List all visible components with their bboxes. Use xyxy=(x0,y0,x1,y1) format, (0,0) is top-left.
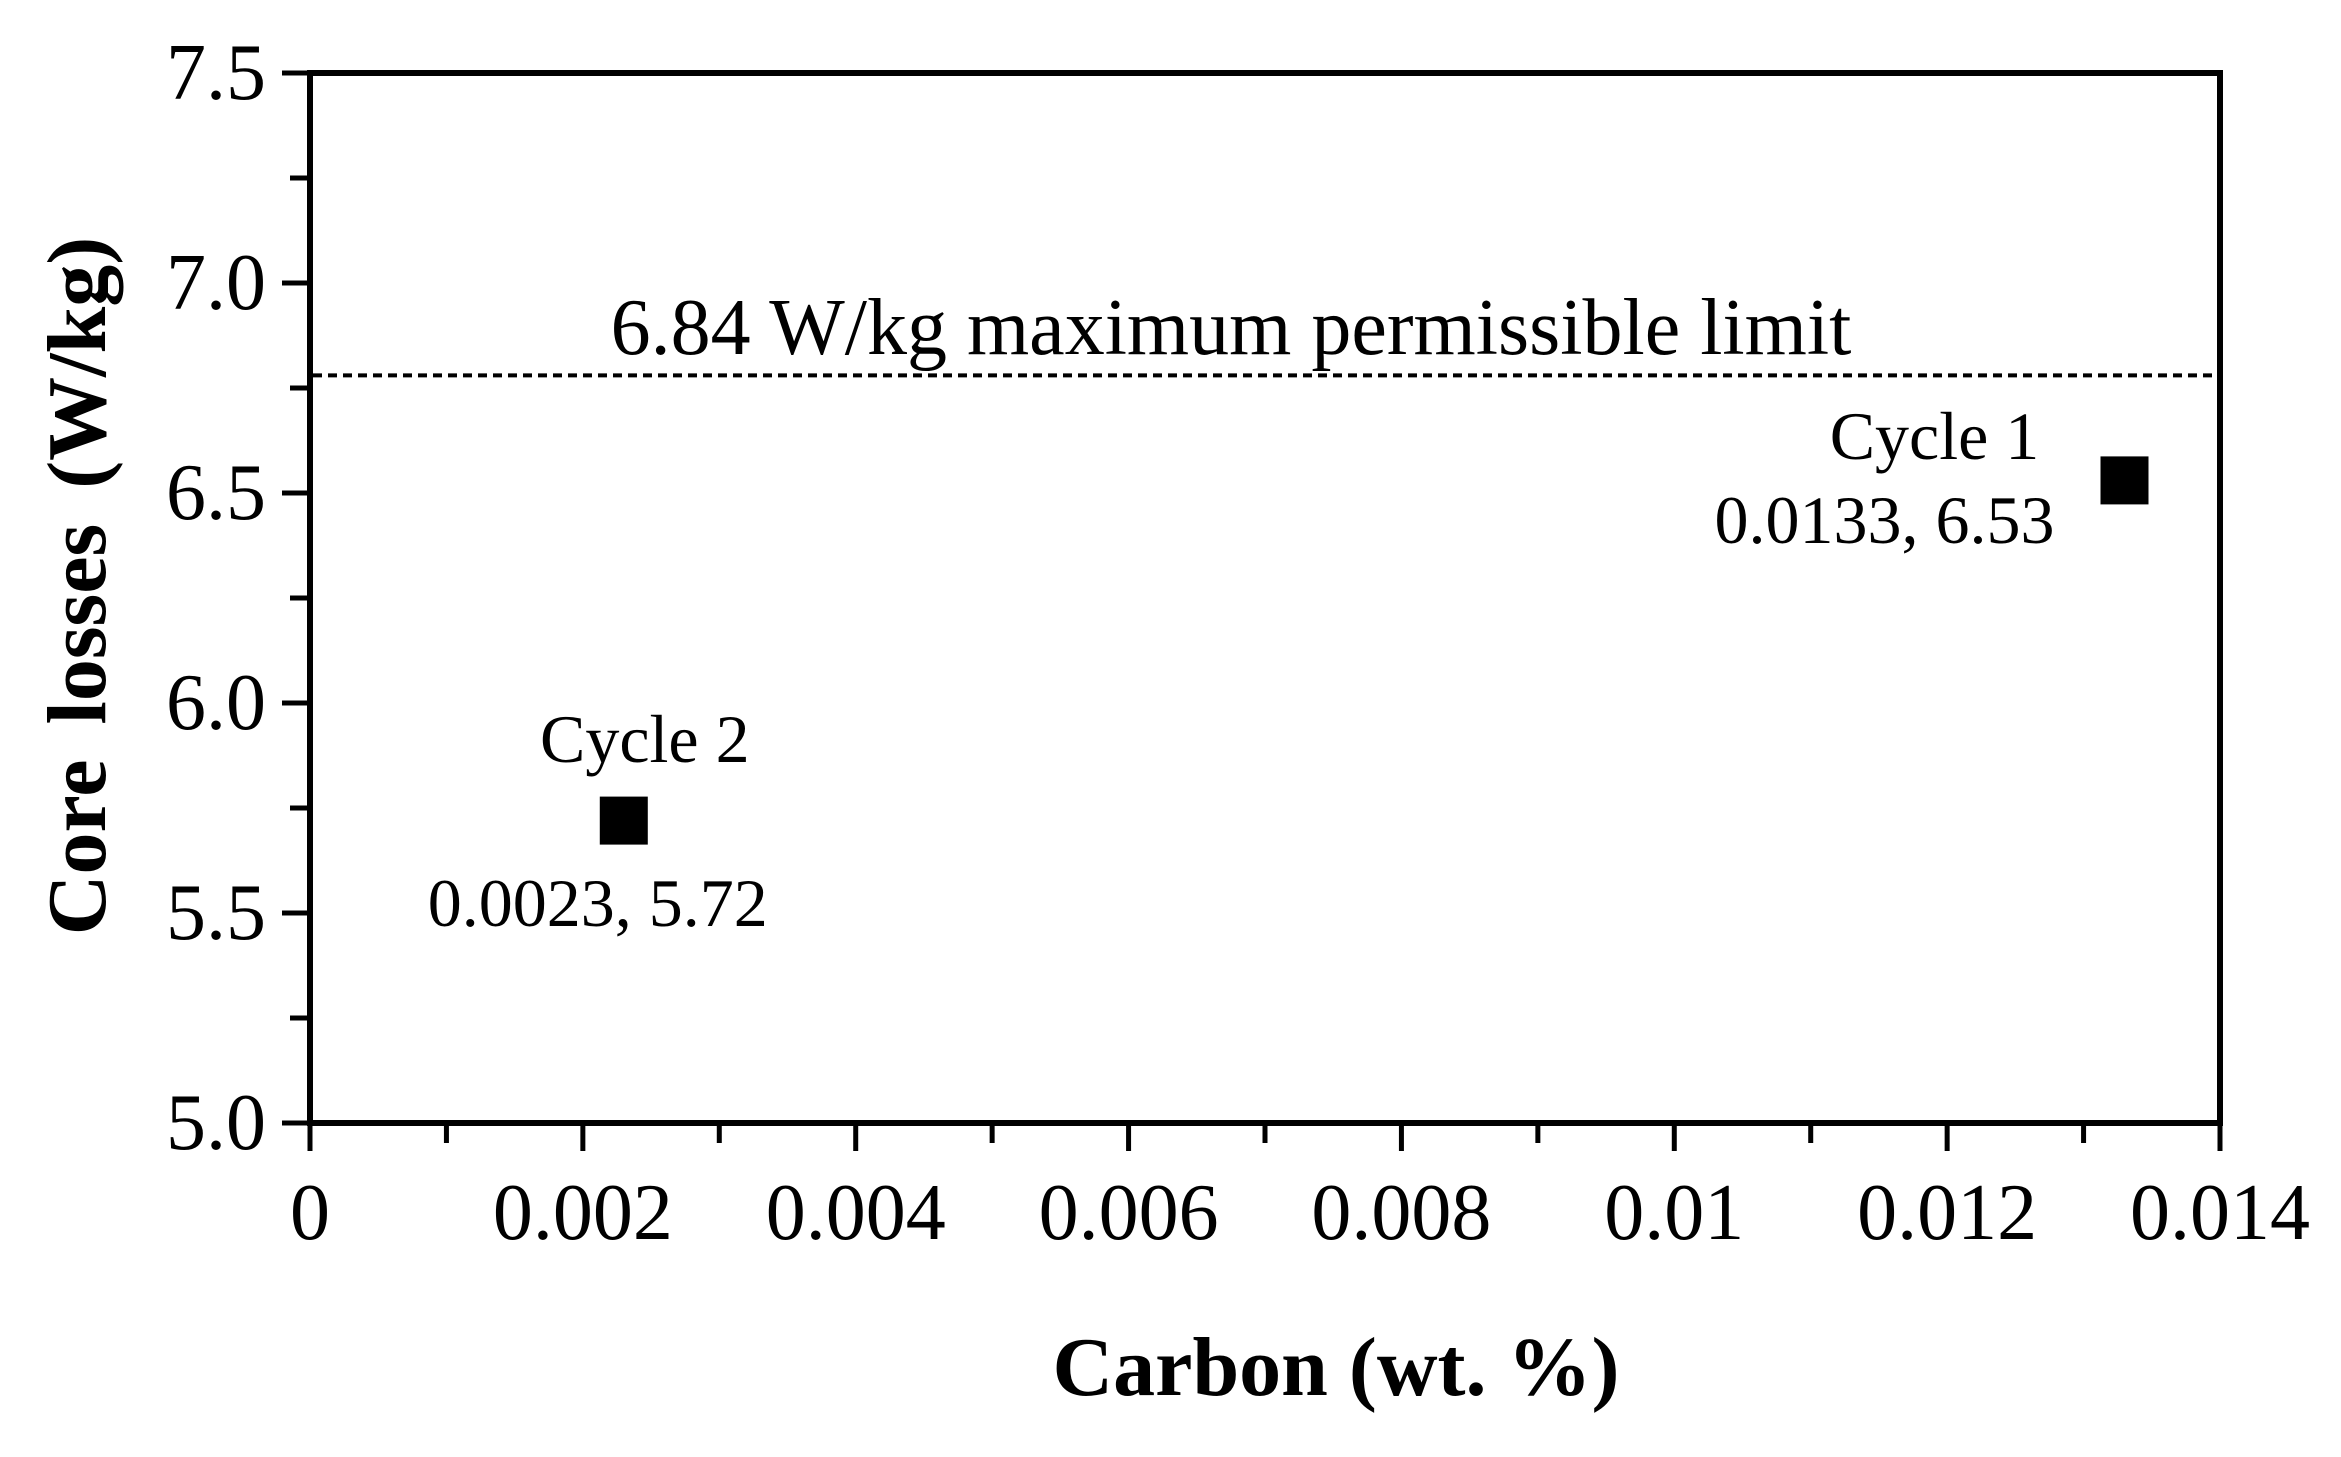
plot-border xyxy=(307,70,2223,1126)
point-name-label: Cycle 1 xyxy=(1829,398,2040,475)
point-name-label: Cycle 2 xyxy=(539,700,750,777)
y-axis-title: Core losses (W/kg) xyxy=(31,236,124,936)
x-tick-label: 0.01 xyxy=(1604,1169,1745,1257)
x-tick-label: 0 xyxy=(290,1169,330,1257)
x-tick-label: 0.008 xyxy=(1311,1169,1492,1257)
y-tick-label: 7.5 xyxy=(166,29,266,117)
y-tick-label: 6.5 xyxy=(166,449,266,537)
point-marker-cycle-2 xyxy=(599,796,648,845)
y-tick-label: 5.5 xyxy=(166,869,266,957)
x-tick-label: 0.006 xyxy=(1038,1169,1219,1257)
y-tick-label: 7.0 xyxy=(166,239,266,327)
reference-line-label: 6.84 W/kg maximum permissible limit xyxy=(610,284,1852,372)
point-marker-cycle-1 xyxy=(2100,456,2149,505)
point-coords-label: 0.0133, 6.53 xyxy=(1714,482,2055,559)
x-tick-label: 0.002 xyxy=(492,1169,673,1257)
y-tick-label: 5.0 xyxy=(166,1079,266,1167)
y-tick-label: 6.0 xyxy=(166,659,266,747)
x-tick-label: 0.014 xyxy=(2130,1169,2310,1257)
x-axis-title: Carbon (wt. %) xyxy=(1052,1321,1620,1414)
x-tick-label: 0.012 xyxy=(1857,1169,2038,1257)
point-coords-label: 0.0023, 5.72 xyxy=(427,864,768,941)
x-tick-label: 0.004 xyxy=(765,1169,946,1257)
